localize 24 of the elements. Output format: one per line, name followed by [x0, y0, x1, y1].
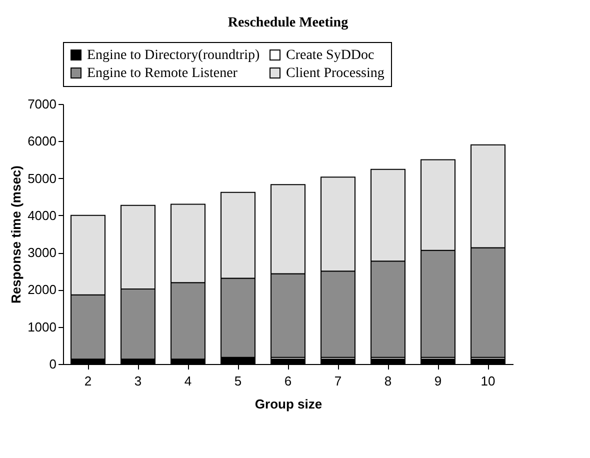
y-tick-label: 6000: [28, 134, 56, 149]
y-tick-label: 7000: [28, 96, 56, 112]
x-tick-label: 9: [434, 374, 442, 388]
legend-label: Create SyDDoc: [286, 48, 374, 63]
x-tick-label: 7: [334, 374, 342, 388]
x-axis-title: Group size: [254, 396, 322, 412]
x-tick-label: 6: [284, 374, 292, 388]
y-tick-label: 1000: [28, 319, 56, 334]
y-tick-label: 5000: [28, 170, 56, 186]
y-tick-label: 0: [49, 356, 56, 372]
x-tick-label: 10: [480, 374, 496, 388]
x-tick-label: 2: [84, 374, 92, 388]
chart-title: Reschedule Meeting: [228, 16, 348, 30]
y-axis-title: Response time (msec): [8, 166, 24, 304]
x-tick-label: 4: [184, 374, 192, 388]
y-tick-label: 2000: [28, 282, 56, 298]
y-tick-label: 4000: [28, 208, 56, 223]
legend-label: Engine to Remote Listener: [87, 66, 238, 81]
legend-label: Engine to Directory(roundtrip): [87, 48, 260, 63]
legend-label: Client Processing: [286, 66, 384, 81]
x-tick-label: 3: [134, 374, 142, 388]
x-tick-label: 8: [384, 374, 392, 388]
y-tick-label: 3000: [28, 245, 56, 260]
x-tick-label: 5: [234, 374, 242, 388]
